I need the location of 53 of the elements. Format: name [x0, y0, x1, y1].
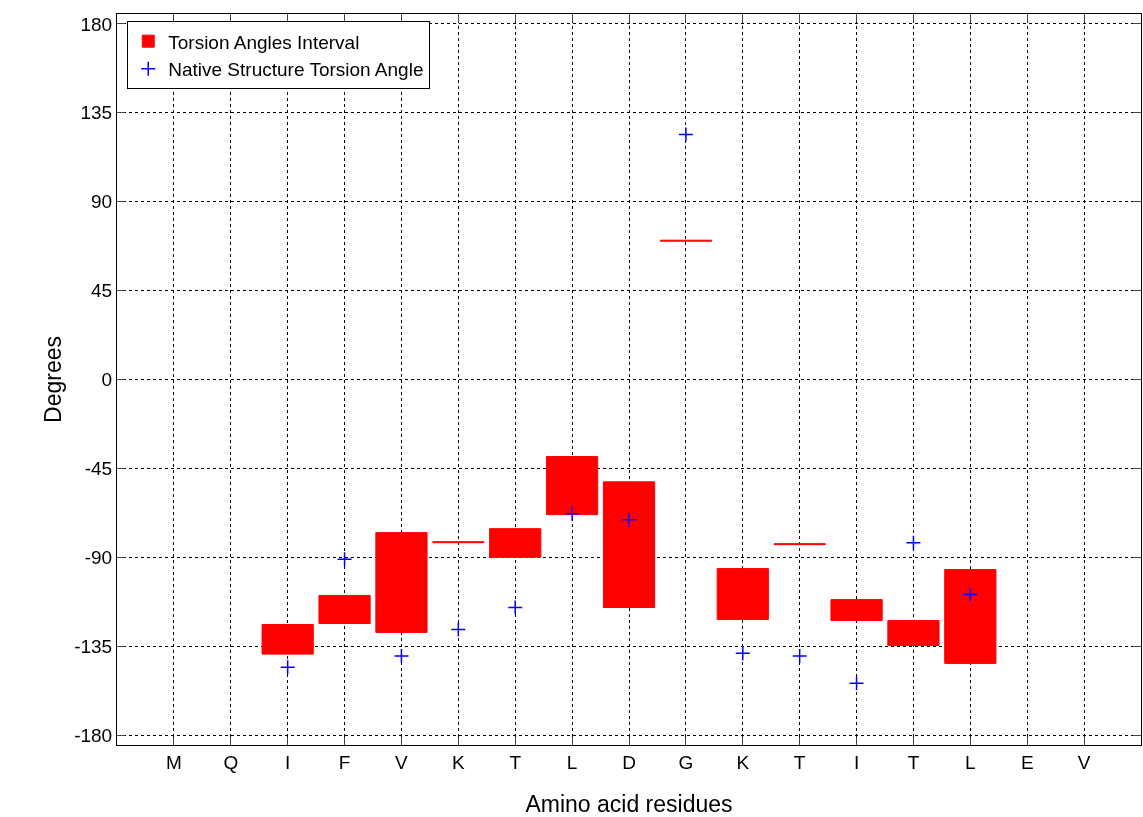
x-tick-label: T	[509, 751, 522, 773]
x-tick-label: I	[285, 751, 291, 773]
bar	[375, 532, 428, 633]
x-tick-label: G	[678, 751, 694, 773]
y-tick-label: 0	[101, 369, 113, 391]
point	[450, 621, 467, 638]
x-tick-label: K	[451, 751, 465, 773]
point	[621, 512, 637, 528]
x-tick-label: E	[1020, 751, 1034, 773]
bar	[944, 569, 997, 664]
x-tick-label: V	[1077, 751, 1091, 773]
x-tick-label: D	[622, 751, 636, 773]
x-axis-title: Amino acid residues	[525, 791, 733, 817]
legend-label: Torsion Angles Interval	[168, 31, 360, 53]
x-tick-label: L	[566, 751, 578, 773]
y-axis-title: Degrees	[40, 336, 66, 423]
x-tick-label: T	[907, 751, 920, 773]
x-tick-label: F	[338, 751, 351, 773]
point	[791, 648, 808, 664]
point	[279, 659, 296, 676]
x-tick-label: L	[965, 751, 976, 773]
y-tick-label: 45	[91, 280, 113, 302]
y-tick-label: -90	[84, 546, 113, 568]
point	[336, 551, 353, 568]
point	[507, 599, 523, 616]
legend-label: Native Structure Torsion Angle	[168, 59, 424, 81]
bar	[602, 481, 656, 608]
bar	[489, 528, 542, 558]
bar	[261, 623, 314, 655]
x-tick-label: V	[395, 751, 409, 773]
point	[848, 675, 865, 692]
y-tick-label: -45	[84, 458, 113, 480]
point	[564, 506, 580, 522]
point	[678, 126, 694, 143]
y-tick-label: 135	[80, 102, 113, 124]
bar	[830, 599, 883, 622]
x-tick-label: T	[793, 751, 806, 773]
x-tick-label: M	[165, 751, 182, 773]
bar	[716, 568, 769, 621]
bar	[318, 594, 371, 624]
x-tick-label: Q	[223, 751, 239, 773]
point	[962, 586, 979, 603]
point	[393, 648, 410, 664]
y-tick-label: -180	[74, 724, 113, 746]
y-tick-label: 90	[91, 191, 113, 213]
bar	[887, 620, 940, 646]
x-tick-label: I	[853, 751, 860, 773]
point	[735, 645, 751, 662]
bar	[546, 456, 599, 516]
point	[905, 534, 922, 551]
y-tick-label: -135	[74, 635, 113, 657]
y-tick-label: 180	[80, 13, 113, 35]
x-tick-label: K	[736, 751, 750, 773]
